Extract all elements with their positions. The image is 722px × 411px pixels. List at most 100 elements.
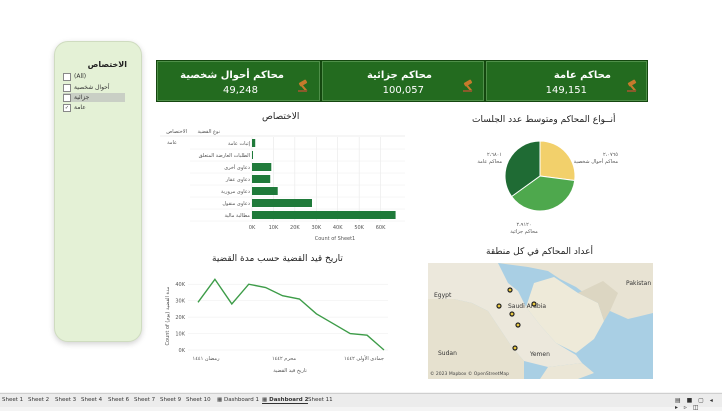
gavel-icon bbox=[463, 79, 473, 92]
bar-x-axis-title: Count of Sheet1 bbox=[315, 236, 355, 242]
pie-chart: ٢،٠٧٦٥ محاكم أحوال شخصية ٢،٩١٢٠ محاكم جز… bbox=[477, 140, 619, 235]
map-label-yemen: Yemen bbox=[529, 351, 550, 358]
row-group-label: عامة bbox=[167, 140, 177, 146]
map-credit: © 2023 Mapbox © OpenStreetMap bbox=[430, 370, 509, 377]
filter-title: الاختصاص bbox=[87, 60, 127, 69]
line-y-tick: 30K bbox=[175, 299, 185, 305]
tab-dashboard-2[interactable]: ▦ Dashboard 2 bbox=[262, 397, 309, 404]
tab-dashboard-1[interactable]: ▦ Dashboard 1 bbox=[217, 397, 260, 403]
filter-option-criminal[interactable]: جزائية bbox=[63, 93, 125, 102]
bar-x-tick: 20K bbox=[290, 225, 300, 231]
kpi-criminal-courts: محاكم جزائية 100,057 bbox=[321, 60, 485, 102]
bar-category-label: دعاوى مرورية bbox=[221, 189, 250, 195]
bar-category-label: مطالبة مالية bbox=[224, 213, 250, 219]
line-series[interactable] bbox=[197, 278, 385, 351]
tab-sheet-4[interactable]: Sheet 4 bbox=[81, 397, 103, 403]
bar[interactable] bbox=[252, 187, 278, 195]
tab-sheet-10[interactable]: Sheet 10 bbox=[186, 397, 211, 403]
checkbox-checked-icon[interactable]: ✓ bbox=[63, 103, 71, 112]
filter-option-label: (All) bbox=[74, 73, 87, 80]
line-y-tick: 40K bbox=[175, 282, 185, 288]
gavel-icon bbox=[298, 79, 308, 92]
pie-chart-title: أنــواع المحاكم ومتوسط عدد الجلسات bbox=[472, 115, 616, 125]
tab-label: Dashboard 2 bbox=[269, 397, 309, 403]
map-marker[interactable] bbox=[496, 303, 502, 309]
kpi-personal-courts: محاكم أحوال شخصية 49,248 bbox=[156, 60, 321, 102]
bar-x-tick: 0K bbox=[249, 225, 256, 231]
bar-category-label: دعاوى عقار bbox=[225, 177, 250, 183]
line-y-tick: 20K bbox=[175, 315, 185, 321]
col-header-specialty: الاختصاص bbox=[166, 129, 187, 135]
line-x-tick: محرم ١٤٤٢ bbox=[272, 356, 296, 362]
filter-option-general[interactable]: ✓ عامة bbox=[63, 103, 86, 112]
gavel-icon bbox=[627, 79, 637, 92]
pie-label-name: محاكم جزائية bbox=[510, 229, 538, 235]
court-markers bbox=[496, 287, 537, 351]
line-chart-title: تاريخ قيد القضية حسب مدة القضية bbox=[212, 254, 343, 264]
filter-option-label: عامة bbox=[74, 104, 86, 111]
tab-sheet-11[interactable]: Sheet 11 bbox=[308, 397, 333, 403]
pie-slice[interactable] bbox=[510, 175, 576, 212]
map-marker[interactable] bbox=[515, 322, 521, 328]
pie-label-value: ٢،٠٧٦٥ bbox=[603, 152, 618, 158]
map-marker[interactable] bbox=[531, 301, 537, 307]
bar-category-label: دعاوى أخرى bbox=[224, 164, 250, 171]
dashboard-canvas: الاختصاص (All) أحوال شخصية جزائية ✓ عامة … bbox=[0, 0, 722, 392]
bar-x-tick: 60K bbox=[376, 225, 386, 231]
map-label-saudi-arabia: Saudi Arabia bbox=[508, 303, 546, 310]
tab-sheet-6[interactable]: Sheet 6 bbox=[108, 397, 130, 403]
filter-option-label: جزائية bbox=[74, 94, 90, 101]
checkbox-icon[interactable] bbox=[63, 93, 71, 102]
bar-chart-title: الاختصاص bbox=[262, 112, 300, 122]
tab-navigation-controls[interactable]: ▤ ■ ▢ ◂ ▸ ▹ ◫ bbox=[675, 397, 715, 411]
bar-category-label: إثبات عامة bbox=[228, 141, 251, 147]
kpi-title: محاكم عامة bbox=[553, 70, 611, 81]
pie-slice[interactable] bbox=[539, 140, 576, 182]
bar-chart: الاختصاص نوع القضية عامة Count of Sheet1… bbox=[160, 129, 405, 242]
kpi-value: 49,248 bbox=[223, 85, 258, 96]
map-marker[interactable] bbox=[509, 311, 515, 317]
line-y-axis-title: Count of مدة القضية (يوم) bbox=[165, 286, 171, 345]
map-label-pakistan: Pakistan bbox=[626, 280, 651, 287]
pie-label-name: محاكم أحوال شخصية bbox=[574, 158, 619, 165]
kpi-value: 149,151 bbox=[545, 85, 587, 96]
bar[interactable] bbox=[252, 211, 396, 219]
map-title: أعداد المحاكم في كل منطقة bbox=[486, 247, 594, 257]
pie-label-name: محاكم عامة bbox=[477, 159, 502, 165]
tab-sheet-9[interactable]: Sheet 9 bbox=[160, 397, 182, 403]
tab-sheet-1[interactable]: Sheet 1 bbox=[2, 397, 24, 403]
map-marker[interactable] bbox=[512, 345, 518, 351]
pie-slice[interactable] bbox=[504, 140, 541, 198]
col-header-case-type: نوع القضية bbox=[197, 129, 220, 135]
bar-x-tick: 30K bbox=[311, 225, 321, 231]
bar[interactable] bbox=[252, 163, 272, 171]
checkbox-icon[interactable] bbox=[63, 72, 71, 81]
sheet-tabs-bar: Sheet 1 Sheet 2 Sheet 3 Sheet 4 Sheet 6 … bbox=[0, 393, 722, 411]
bar[interactable] bbox=[252, 151, 253, 159]
bar-x-tick: 10K bbox=[269, 225, 279, 231]
filter-option-personal[interactable]: أحوال شخصية bbox=[63, 83, 110, 92]
map-label-sudan: Sudan bbox=[438, 350, 457, 357]
bar[interactable] bbox=[252, 199, 312, 207]
line-x-tick: رمضان ١٤٤١ bbox=[193, 356, 221, 362]
bar-x-tick: 40K bbox=[333, 225, 343, 231]
tab-sheet-3[interactable]: Sheet 3 bbox=[55, 397, 77, 403]
filter-option-label: أحوال شخصية bbox=[74, 84, 110, 91]
map-marker[interactable] bbox=[507, 287, 513, 293]
region-map[interactable]: Egypt Saudi Arabia Sudan Yemen Pakistan … bbox=[428, 263, 653, 379]
bar[interactable] bbox=[252, 175, 271, 183]
kpi-title: محاكم أحوال شخصية bbox=[180, 70, 284, 81]
filter-panel: الاختصاص (All) أحوال شخصية جزائية ✓ عامة bbox=[54, 41, 142, 342]
checkbox-icon[interactable] bbox=[63, 83, 71, 92]
kpi-value: 100,057 bbox=[382, 85, 424, 96]
bar-category-label: الطلبات العارضة المتعلق bbox=[199, 153, 250, 159]
filter-option-all[interactable]: (All) bbox=[63, 72, 86, 81]
tab-sheet-2[interactable]: Sheet 2 bbox=[28, 397, 50, 403]
kpi-title: محاكم جزائية bbox=[366, 70, 432, 81]
tab-label: Dashboard 1 bbox=[223, 397, 260, 403]
tab-sheet-7[interactable]: Sheet 7 bbox=[134, 397, 156, 403]
line-chart: Count of مدة القضية (يوم) تاريخ قيد القض… bbox=[165, 278, 388, 374]
line-y-tick: 0K bbox=[179, 348, 186, 354]
kpi-general-courts: محاكم عامة 149,151 bbox=[485, 60, 648, 102]
bar[interactable] bbox=[252, 139, 256, 147]
